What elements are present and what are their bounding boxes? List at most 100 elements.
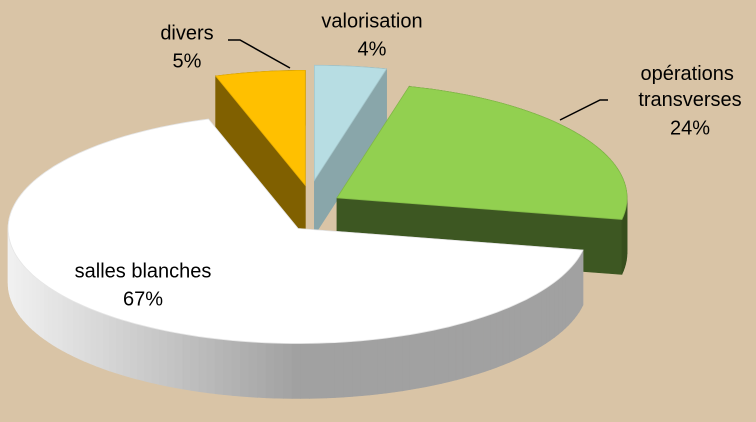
slice-side [502, 306, 510, 366]
slice-side [36, 277, 41, 337]
slice-side [558, 275, 563, 335]
slice-side [39, 280, 45, 340]
slice-side [352, 340, 362, 397]
slice-side [317, 342, 327, 399]
slice-side [483, 314, 491, 373]
pie-slice [314, 64, 388, 182]
slice-side [536, 290, 542, 350]
slice-side [57, 292, 64, 352]
slice-side [291, 343, 301, 399]
slice-side [265, 342, 276, 399]
slice-side [20, 261, 24, 322]
slice-side [198, 336, 208, 394]
slice-value-label: 5% [173, 50, 202, 72]
slice-side [574, 259, 578, 320]
slice-side [151, 327, 160, 385]
slice-side [385, 336, 395, 394]
pie-slice [214, 70, 306, 187]
slice-side [514, 301, 521, 361]
slice-side [136, 323, 145, 382]
slice-side [525, 296, 532, 356]
slice-side [274, 342, 284, 399]
label-line: opérations [641, 63, 740, 85]
leader-line [559, 99, 608, 121]
leader-line [228, 39, 291, 69]
slice-side [309, 342, 319, 399]
slice-side [166, 330, 176, 388]
slice-side [84, 305, 91, 365]
slice-side [73, 300, 80, 360]
slice-value-label: 4% [358, 38, 387, 60]
slice-side [476, 316, 485, 375]
slice-side [508, 304, 516, 363]
slice-side [62, 295, 69, 354]
slice-side [540, 287, 547, 347]
slice-side [206, 337, 216, 395]
slice-side [102, 313, 110, 372]
slice-side [129, 321, 138, 380]
slice-side [578, 252, 582, 313]
slice-side [248, 341, 258, 398]
slice-label: opérations transverses [638, 63, 741, 111]
slice-side [29, 271, 34, 331]
slice-side [144, 325, 153, 384]
slice-side [561, 272, 566, 332]
slice-side [393, 335, 403, 393]
slice-group [214, 70, 306, 242]
slice-label: valorisation [321, 10, 422, 32]
label-line: transverses [638, 89, 741, 111]
slice-side [115, 317, 124, 376]
pie-slice [7, 118, 584, 344]
slice-side [520, 299, 527, 358]
slice-side [470, 318, 478, 377]
slice-group [336, 85, 628, 275]
slice-side [17, 257, 21, 318]
pie-slice [336, 86, 628, 220]
slice-side [568, 265, 573, 326]
slice-side [52, 289, 59, 349]
slice-side [67, 297, 74, 357]
slice-side [214, 338, 224, 395]
slice-side [43, 283, 49, 343]
slice-side [377, 337, 387, 395]
slice-side [25, 267, 30, 328]
slice-side [441, 326, 450, 384]
slice-side [417, 331, 427, 389]
slice-value-label: 24% [670, 117, 710, 139]
slice-side [300, 343, 310, 399]
slice-side [571, 262, 575, 323]
slice-side [231, 340, 241, 397]
slice-side [409, 332, 419, 390]
slice-side [334, 341, 345, 398]
slice-group [314, 64, 388, 237]
slice-side [283, 343, 293, 399]
slice-label: divers [160, 22, 213, 44]
slice-side [15, 254, 19, 315]
slice-side [565, 269, 570, 329]
slice-label: salles blanches [75, 260, 212, 282]
slice-side [48, 286, 54, 346]
slice-side [326, 342, 336, 399]
slice-value-label: 67% [123, 288, 163, 310]
slice-side [174, 332, 184, 390]
slice-side [621, 215, 624, 275]
slice-side [90, 308, 98, 367]
slice-side [96, 310, 104, 370]
slice-side [360, 339, 370, 397]
slice-side [455, 322, 464, 381]
slice-side [223, 339, 233, 396]
slice-side [257, 342, 267, 399]
slice-side [490, 311, 498, 370]
slice-side [190, 334, 200, 392]
slice-side [109, 315, 117, 374]
slice-side [78, 303, 85, 362]
slice-side [554, 278, 559, 338]
slice-side [448, 324, 457, 383]
slice-side [240, 340, 250, 398]
slice-side [343, 341, 353, 398]
slice-side [433, 328, 442, 386]
slice-side [32, 274, 37, 334]
slice-side [159, 329, 168, 387]
slice-group [7, 118, 584, 399]
